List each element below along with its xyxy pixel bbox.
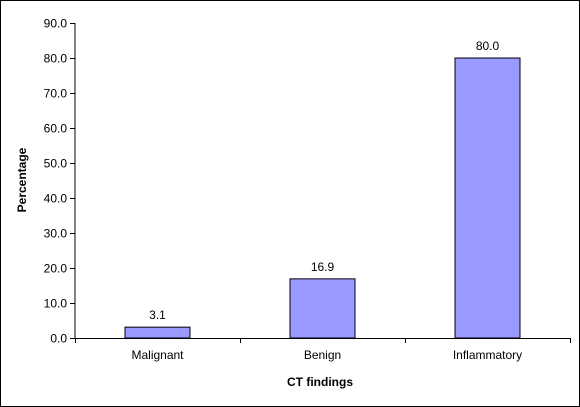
data-labels: 3.1 16.9 80.0 [149,39,499,322]
y-tick-label: 30.0 [44,227,68,241]
bar-inflammatory [454,57,521,339]
y-tick-label: 50.0 [44,157,68,171]
x-tick-label: Inflammatory [453,348,522,362]
y-axis-title: Percentage [15,147,29,212]
x-tick-label: Benign [304,348,341,362]
bar-malignant [124,326,191,339]
y-tick-label: 20.0 [44,262,68,276]
x-tick-label: Malignant [131,348,184,362]
data-label: 16.9 [311,260,335,274]
y-tick-label: 70.0 [44,87,68,101]
data-label: 80.0 [476,39,500,53]
y-tick-label: 40.0 [44,192,68,206]
y-tick-label: 10.0 [44,297,68,311]
x-axis-title: CT findings [287,375,353,389]
y-tick-label: 80.0 [44,52,68,66]
y-axis: 0.0 10.0 20.0 30.0 40.0 50.0 60.0 70.0 80.0 90.0 [44,17,76,346]
bar-benign [289,278,356,339]
y-tick-label: 0.0 [50,332,67,346]
bars [124,57,521,339]
data-label: 3.1 [149,308,166,322]
y-tick-label: 90.0 [44,17,68,31]
y-tick-label: 60.0 [44,122,68,136]
